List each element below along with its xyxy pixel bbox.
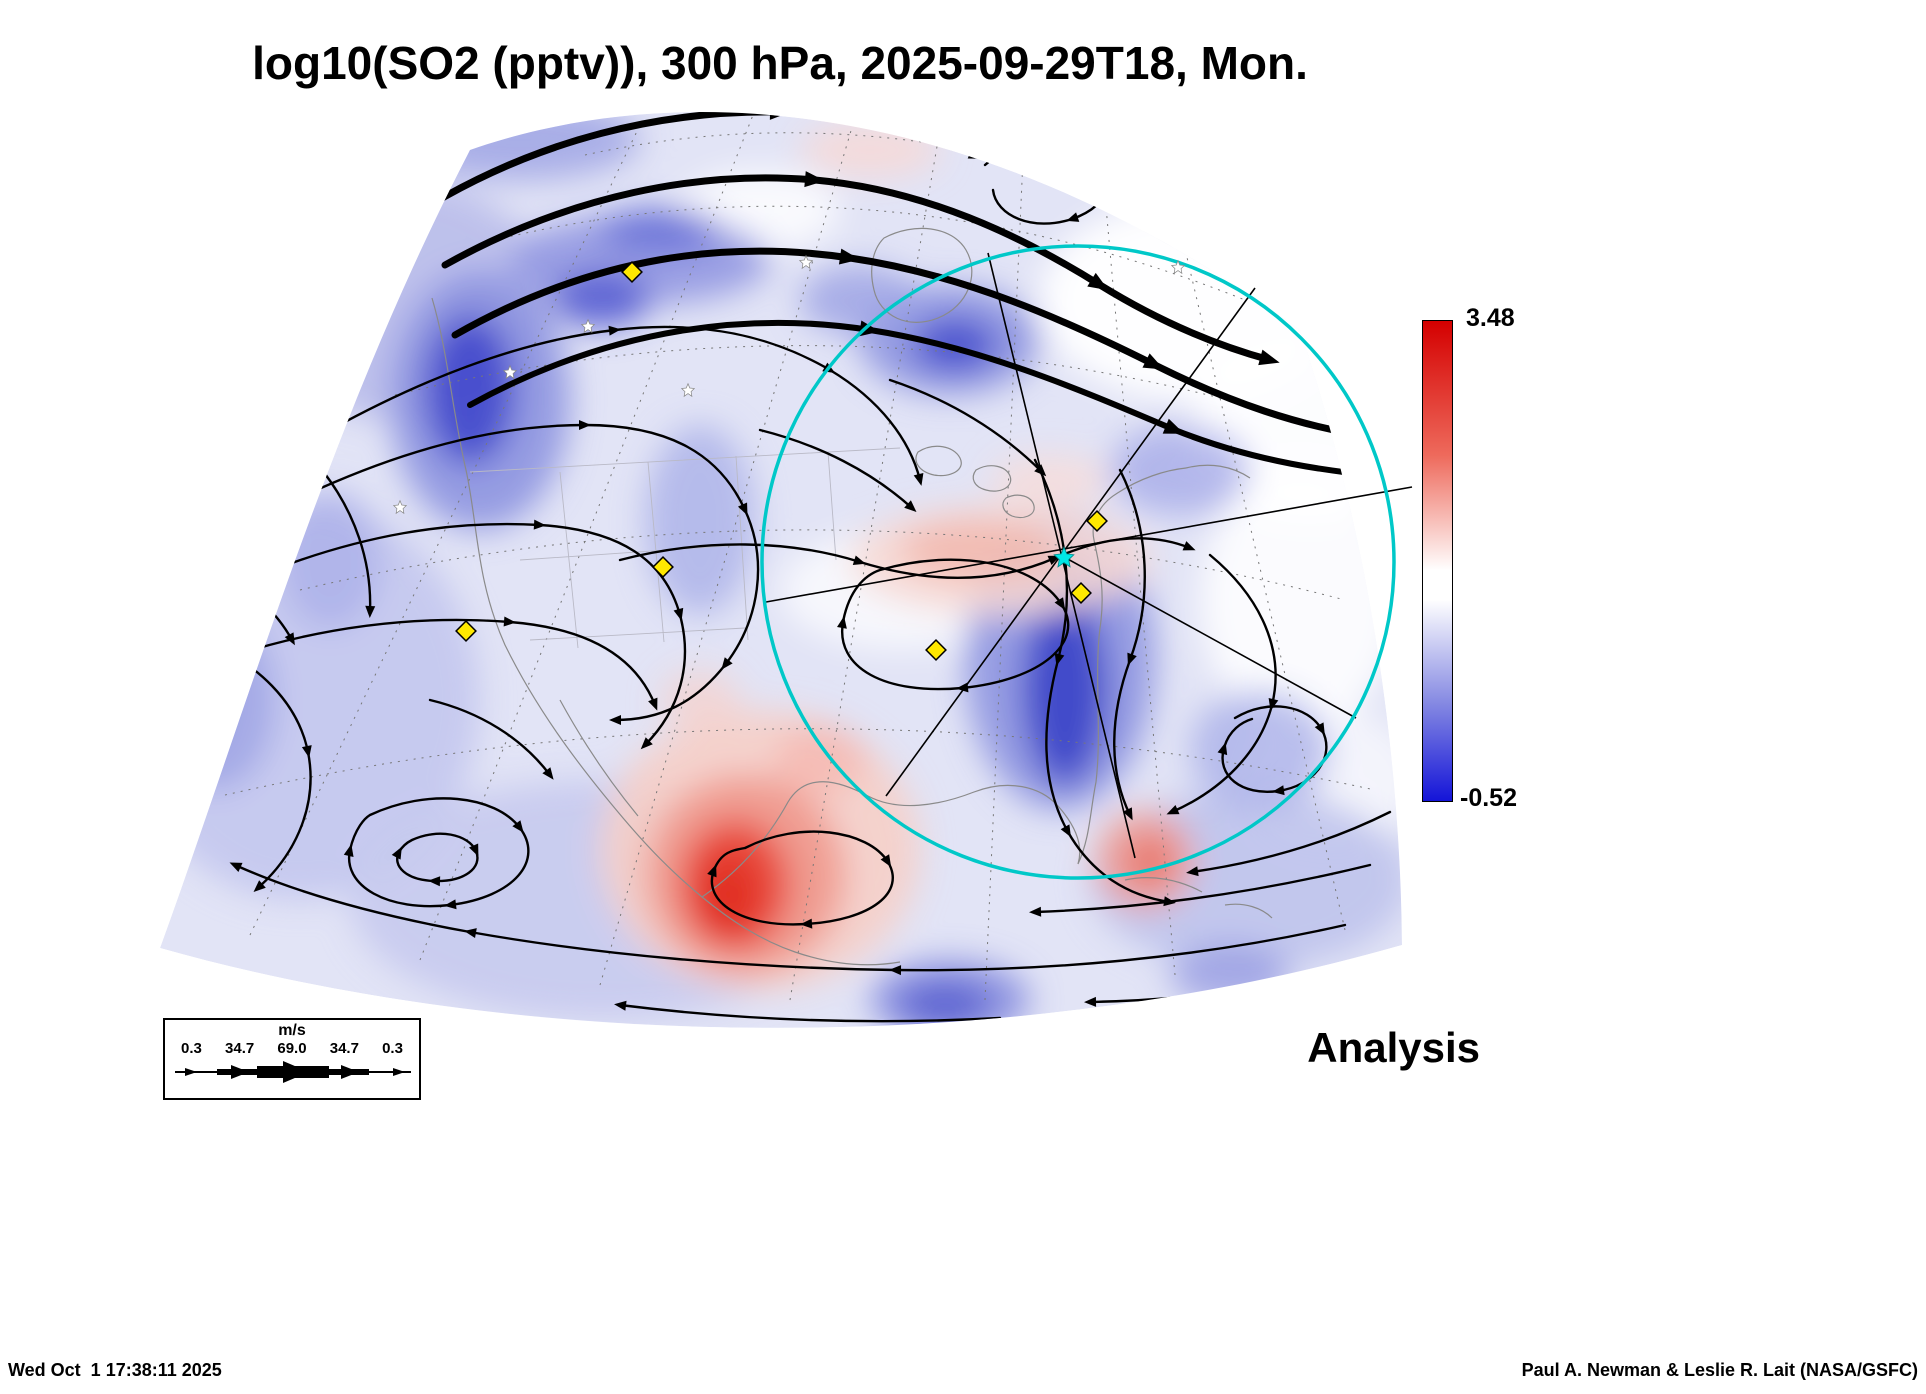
- wind-legend-values: 0.3 34.7 69.0 34.7 0.3: [165, 1040, 419, 1057]
- wind-legend-value: 0.3: [382, 1040, 403, 1057]
- cross-section-line: [885, 287, 1256, 797]
- site-marker-diamond: [455, 620, 477, 642]
- site-marker-diamond: [652, 556, 674, 578]
- site-marker-diamond: [621, 261, 643, 283]
- wind-legend-units: m/s: [278, 1022, 306, 1039]
- streamline: [233, 616, 658, 711]
- wind-speed-legend: m/s 0.3 34.7 69.0 34.7 0.3: [163, 1018, 421, 1100]
- streamline: [1166, 553, 1279, 815]
- streamline: [1029, 863, 1372, 917]
- site-marker-diamond: [1086, 510, 1108, 532]
- wind-legend-value: 34.7: [329, 1040, 359, 1057]
- wind-legend-arrow-glyph: [175, 1061, 411, 1083]
- streamline: [328, 325, 924, 486]
- station-markers-layer: [393, 255, 1185, 661]
- streamline: [1113, 468, 1146, 821]
- analysis-label: Analysis: [1307, 1024, 1480, 1071]
- streamline: [758, 428, 917, 513]
- credit-label: Paul A. Newman & Leslie R. Lait (NASA/GS…: [1521, 1360, 1918, 1380]
- cross-section-line: [765, 486, 1413, 603]
- streamline: [837, 558, 1070, 693]
- colorbar-max-label: 3.48: [1466, 304, 1515, 332]
- streamline: [320, 468, 376, 618]
- site-marker-diamond: [1070, 582, 1092, 604]
- site-marker-diamond: [925, 639, 947, 661]
- cross-section-line: [1063, 556, 1357, 719]
- streamline: [229, 862, 1347, 976]
- wind-legend-value: 34.7: [225, 1040, 255, 1057]
- streamline: [1217, 705, 1328, 796]
- wind-legend-value: 69.0: [277, 1040, 307, 1057]
- streamline: [614, 1000, 1002, 1023]
- range-circle-overlay: [760, 244, 1396, 880]
- timestamp-label: Wed Oct 1 17:38:11 2025: [8, 1360, 222, 1380]
- streamline: [293, 419, 760, 725]
- plot-title: log10(SO2 (pptv)), 300 hPa, 2025-09-29T1…: [252, 37, 1308, 89]
- wind-legend-value: 0.3: [181, 1040, 202, 1057]
- colorbar-min-label: -0.52: [1460, 784, 1517, 812]
- streamline: [888, 378, 1047, 477]
- streamline: [258, 519, 687, 750]
- streamline: [1186, 810, 1392, 877]
- streamline: [428, 698, 554, 780]
- so2-field-layer: [160, 111, 1402, 1028]
- colorbar-gradient: [1422, 320, 1453, 802]
